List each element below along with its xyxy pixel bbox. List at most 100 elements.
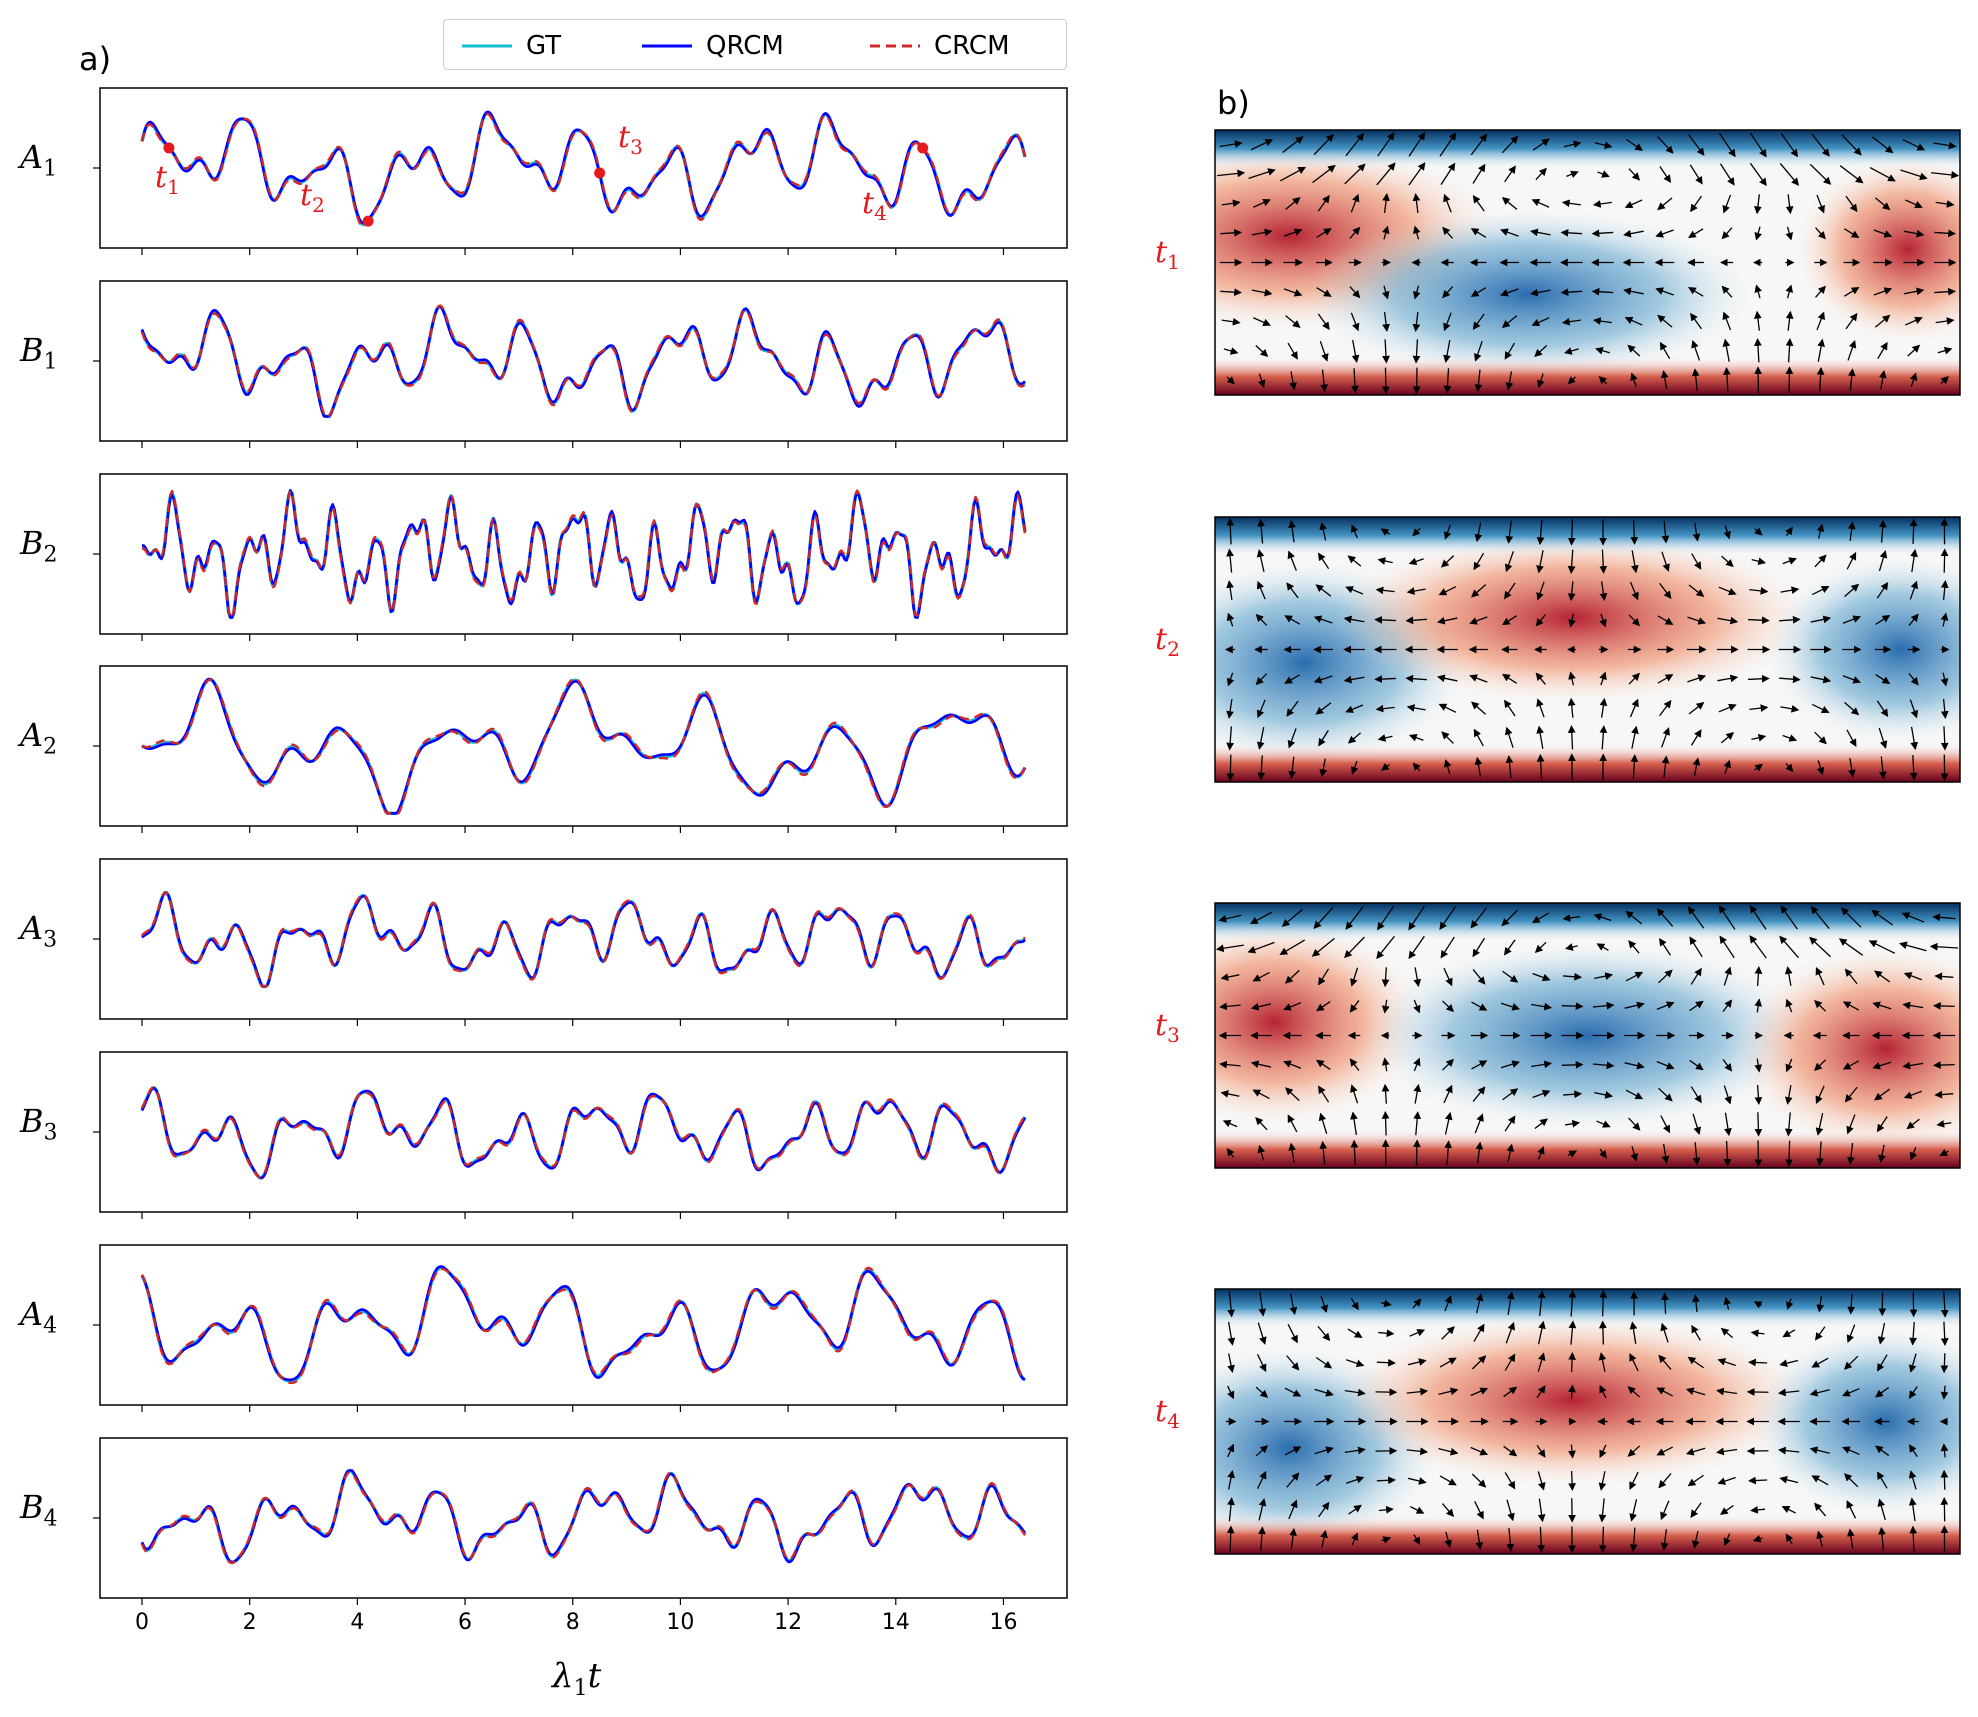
velocity-arrow: [1350, 1297, 1359, 1311]
velocity-arrow: [1470, 133, 1488, 156]
velocity-arrow: [1843, 1473, 1859, 1488]
velocity-arrow: [1932, 913, 1956, 922]
velocity-arrow: [1657, 314, 1673, 328]
row-label-A4: A4: [20, 1295, 58, 1339]
series-qrcm-A1: [140, 110, 1027, 225]
velocity-arrow: [1249, 911, 1273, 925]
velocity-arrow: [1374, 615, 1396, 624]
velocity-arrow: [1405, 674, 1427, 683]
velocity-arrow: [1289, 371, 1297, 391]
velocity-arrow: [1375, 586, 1395, 595]
velocity-arrow: [1723, 759, 1731, 774]
velocity-arrow: [1719, 1505, 1734, 1515]
velocity-arrow: [1909, 755, 1918, 781]
velocity-arrow: [1749, 704, 1769, 713]
velocity-arrow: [1816, 366, 1825, 393]
velocity-arrow: [1255, 1386, 1269, 1398]
velocity-arrow: [1846, 551, 1857, 570]
velocity-arrow: [1690, 967, 1702, 985]
velocity-arrow: [1413, 1139, 1421, 1166]
velocity-arrow: [1536, 725, 1545, 749]
velocity-arrow: [1908, 673, 1919, 686]
velocity-arrow: [1599, 613, 1607, 628]
velocity-arrow: [1536, 1444, 1546, 1458]
velocity-arrow: [1413, 967, 1422, 988]
velocity-arrow: [1560, 228, 1583, 237]
velocity-arrow: [1376, 162, 1396, 186]
velocity-arrow: [1474, 1113, 1484, 1134]
velocity-arrow: [1347, 1328, 1363, 1338]
velocity-arrow: [1809, 1389, 1830, 1397]
velocity-arrow: [1940, 612, 1949, 627]
velocity-arrow: [1723, 966, 1732, 986]
velocity-arrow: [1406, 587, 1426, 595]
velocity-arrow: [1940, 579, 1949, 600]
velocity-arrow: [1937, 346, 1953, 355]
velocity-arrow: [1780, 132, 1799, 158]
velocity-arrow: [1779, 1476, 1799, 1484]
velocity-arrow: [1344, 163, 1366, 185]
velocity-arrow: [1534, 1118, 1548, 1129]
velocity-arrow: [1655, 287, 1674, 296]
velocity-arrow: [1413, 1057, 1421, 1072]
velocity-arrow: [1561, 317, 1581, 326]
velocity-arrow: [1343, 675, 1365, 684]
row-label-B4: B4: [20, 1488, 58, 1532]
series-qrcm-B2: [141, 489, 1027, 619]
series-gt-B1: [140, 304, 1027, 419]
velocity-arrow: [1592, 200, 1612, 208]
velocity-arrow: [1592, 1061, 1615, 1070]
series-gt-B4: [140, 1469, 1027, 1565]
velocity-arrow: [1846, 1114, 1856, 1135]
series-crcm-A4: [140, 1266, 1026, 1385]
velocity-arrow: [1902, 139, 1926, 151]
velocity-arrow: [1255, 1445, 1269, 1457]
velocity-arrow: [1506, 1528, 1515, 1552]
velocity-arrow: [1689, 936, 1703, 958]
velocity-arrow: [1844, 583, 1860, 598]
velocity-arrow: [1531, 317, 1550, 326]
velocity-arrow: [1217, 169, 1246, 178]
velocity-arrow: [1718, 703, 1737, 713]
velocity-arrow: [1932, 1002, 1955, 1010]
velocity-arrow: [1256, 699, 1266, 719]
velocity-arrow: [1413, 285, 1421, 300]
velocity-arrow: [1599, 581, 1608, 602]
velocity-arrow: [1320, 1295, 1328, 1314]
velocity-arrow: [1227, 1443, 1235, 1458]
velocity-arrow: [1413, 225, 1421, 240]
velocity-arrow: [1782, 557, 1797, 565]
velocity-arrow: [1470, 907, 1487, 929]
velocity-arrow: [1811, 133, 1830, 157]
velocity-arrow: [1940, 726, 1949, 751]
velocity-arrow: [1536, 550, 1544, 574]
velocity-arrow: [1909, 1147, 1918, 1161]
velocity-arrow: [1598, 1352, 1607, 1372]
velocity-arrow: [1624, 1001, 1645, 1010]
velocity-arrow: [1438, 1387, 1459, 1396]
subplot-frame: [99, 87, 1068, 249]
velocity-arrow: [1288, 756, 1297, 780]
velocity-arrow: [1909, 699, 1919, 719]
velocity-arrow: [1656, 1387, 1673, 1397]
velocity-arrow: [1779, 163, 1800, 186]
velocity-arrow: [1473, 340, 1483, 362]
velocity-arrow: [1718, 904, 1736, 930]
velocity-arrow: [1625, 1089, 1644, 1100]
velocity-arrow: [1283, 1002, 1302, 1011]
velocity-arrow: [1690, 312, 1703, 330]
velocity-arrow: [1722, 1058, 1733, 1072]
velocity-arrow: [1719, 935, 1735, 959]
velocity-arrow: [1288, 1499, 1298, 1520]
velocity-arrow: [1408, 557, 1424, 566]
velocity-arrow: [1438, 586, 1457, 596]
velocity-arrow: [1227, 1321, 1236, 1346]
velocity-arrow: [1412, 339, 1421, 364]
velocity-arrow: [1718, 586, 1737, 596]
velocity-arrow: [1935, 317, 1955, 325]
velocity-arrows: [1217, 131, 1960, 395]
velocity-arrow: [1282, 136, 1304, 154]
velocity-arrow: [1845, 312, 1858, 330]
velocity-arrow: [1929, 942, 1958, 951]
legend: GT QRCM CRCM: [443, 19, 1067, 70]
